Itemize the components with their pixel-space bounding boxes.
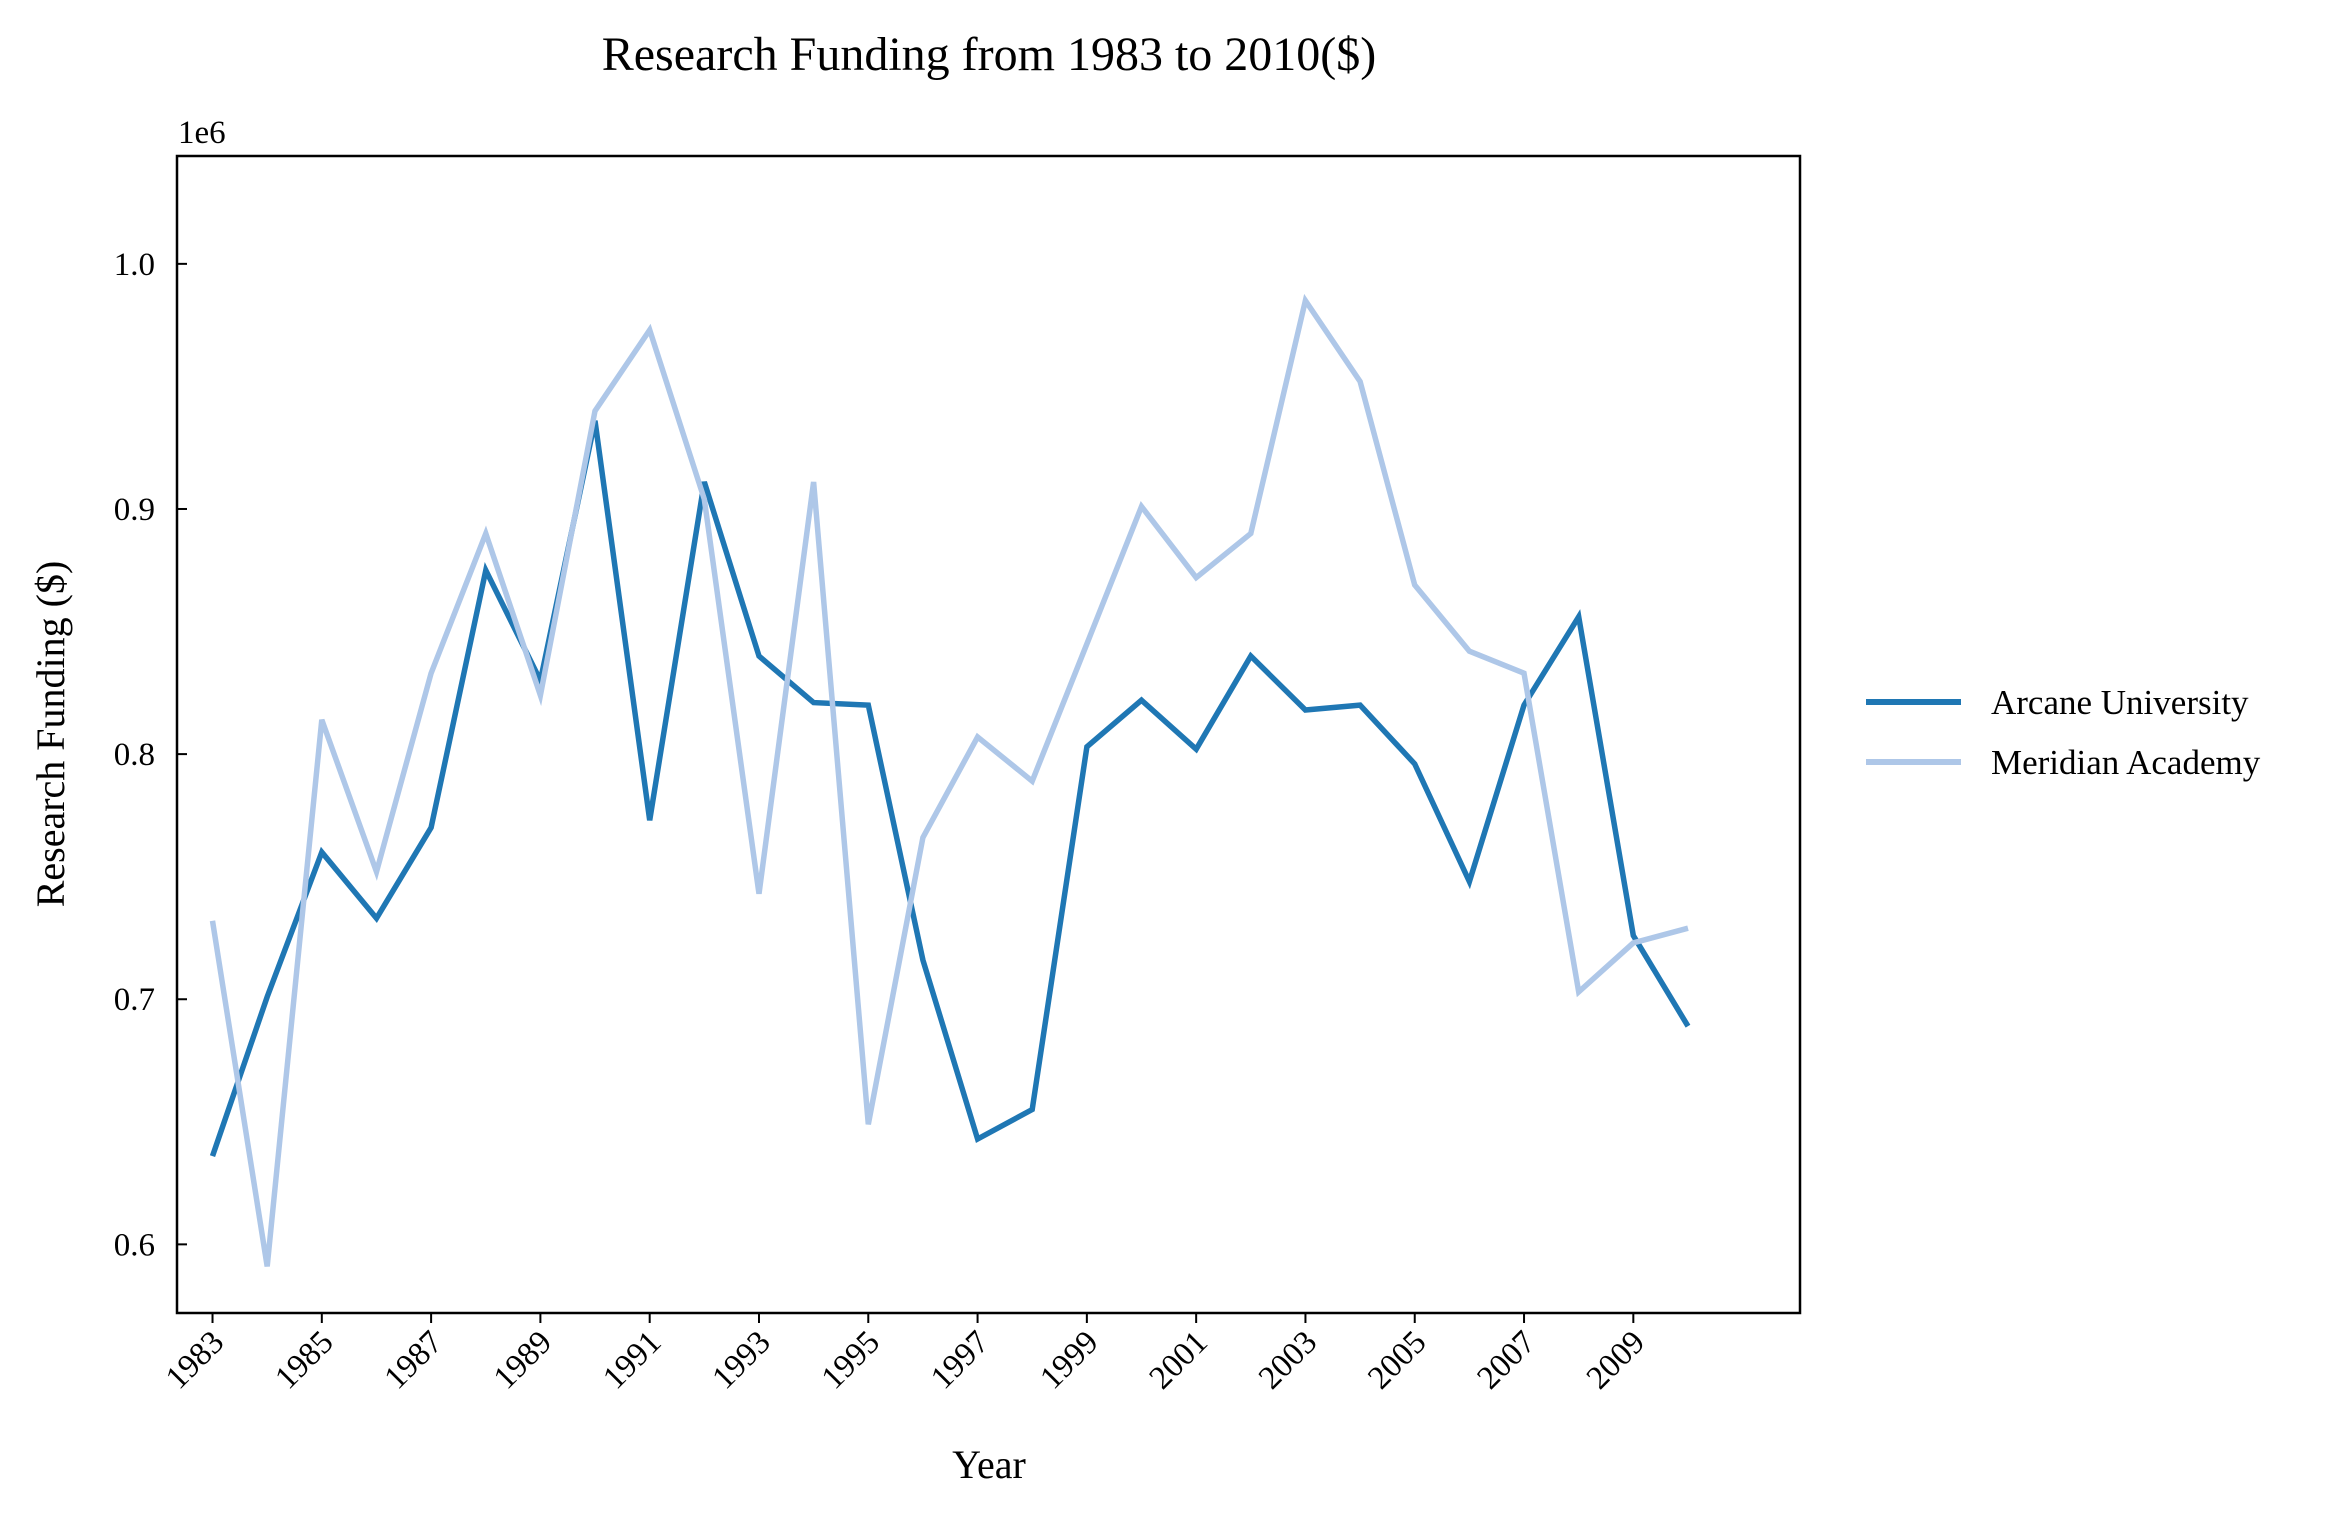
series-line-1 <box>209 293 1689 1267</box>
x-tick-label: 1985 <box>268 1324 340 1396</box>
x-axis: 1983 1985 1987 1989 1991 1993 1995 1997 1999 2001… <box>159 1313 1652 1396</box>
x-tick-label: 2005 <box>1361 1324 1433 1396</box>
y-tick-label: 0.9 <box>114 492 155 528</box>
x-tick-label: 1999 <box>1033 1324 1105 1396</box>
y-tick-label: 0.6 <box>114 1227 155 1263</box>
y-offset-label: 1e6 <box>178 115 226 151</box>
plot-area-frame <box>175 154 1802 1315</box>
x-tick-label: 1995 <box>815 1324 887 1396</box>
legend: Arcane University Meridian Academy <box>1866 683 2261 782</box>
x-tick-label: 1983 <box>159 1324 231 1396</box>
x-tick-label: 1993 <box>706 1324 778 1396</box>
y-axis-label: Research Funding ($) <box>28 561 73 908</box>
y-axis: 0.6 0.7 0.8 0.9 1.0 <box>114 247 187 1263</box>
x-tick-label: 2007 <box>1471 1324 1543 1396</box>
x-tick-label: 2003 <box>1252 1324 1324 1396</box>
legend-label-1: Meridian Academy <box>1991 743 2261 782</box>
x-tick-label: 2001 <box>1143 1324 1215 1396</box>
x-tick-label: 1987 <box>378 1324 450 1396</box>
x-tick-label: 2009 <box>1580 1324 1652 1396</box>
x-axis-label: Year <box>952 1442 1026 1487</box>
y-tick-label: 0.7 <box>114 982 155 1018</box>
x-tick-label: 1997 <box>924 1324 996 1396</box>
series-lines <box>209 293 1691 1267</box>
x-tick-label: 1991 <box>596 1324 668 1396</box>
y-tick-label: 0.8 <box>114 737 155 773</box>
y-tick-label: 1.0 <box>114 247 155 283</box>
series-line-0 <box>209 420 1691 1157</box>
legend-label-0: Arcane University <box>1991 683 2249 722</box>
chart-title: Research Funding from 1983 to 2010($) <box>602 28 1377 81</box>
x-tick-label: 1989 <box>487 1324 559 1396</box>
